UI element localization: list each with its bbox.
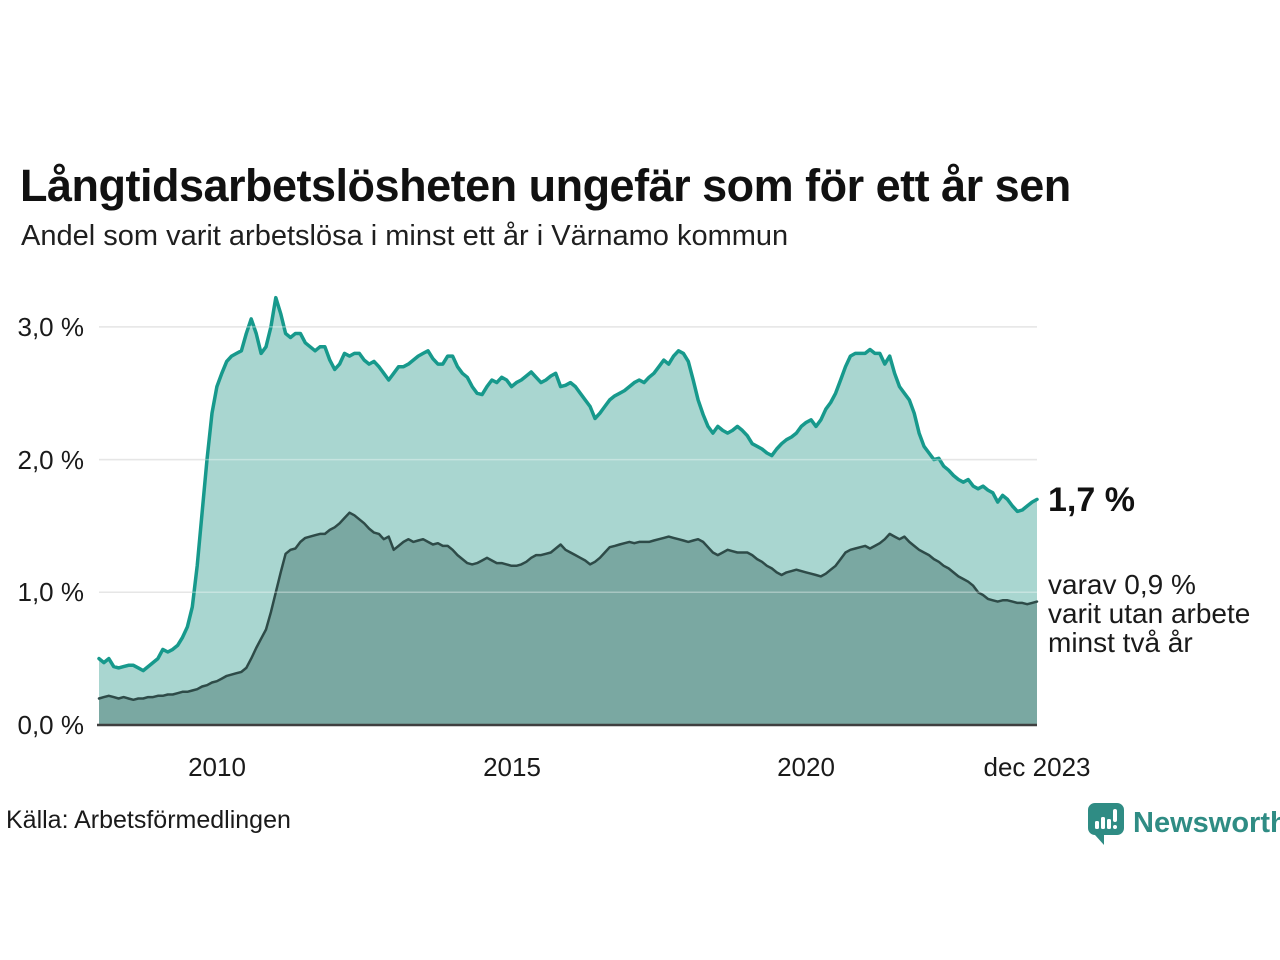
x-axis-label-2010: 2010	[188, 752, 246, 782]
breakdown-label: varav 0,9 % varit utan arbete minst två …	[1048, 570, 1250, 657]
chart-subtitle: Andel som varit arbetslösa i minst ett å…	[21, 220, 789, 252]
y-axis-label-1: 1,0 %	[17, 577, 85, 607]
newsworthy-brand-name: Newsworthy	[1133, 807, 1280, 839]
newsworthy-logo: Newsworthy	[1087, 802, 1280, 846]
newsworthy-bubble-chart-icon	[1087, 802, 1125, 851]
y-axis-label-0: 0,0 %	[17, 710, 85, 740]
y-axis-label-2: 2,0 %	[17, 445, 85, 475]
x-axis-label-2015: 2015	[483, 752, 541, 782]
x-axis-label-2020: 2020	[777, 752, 835, 782]
y-axis-label-3: 3,0 %	[17, 312, 85, 342]
breakdown-line-2: varit utan arbete	[1048, 598, 1251, 629]
source-credit: Källa: Arbetsförmedlingen	[6, 806, 291, 834]
latest-value-label: 1,7 %	[1048, 481, 1135, 519]
x-axis-label-dec-2023: dec 2023	[983, 752, 1091, 782]
breakdown-line-1: varav 0,9 %	[1048, 569, 1196, 600]
page-title: Långtidsarbetslösheten ungefär som för e…	[20, 160, 1071, 212]
breakdown-line-3: minst två år	[1048, 627, 1193, 658]
